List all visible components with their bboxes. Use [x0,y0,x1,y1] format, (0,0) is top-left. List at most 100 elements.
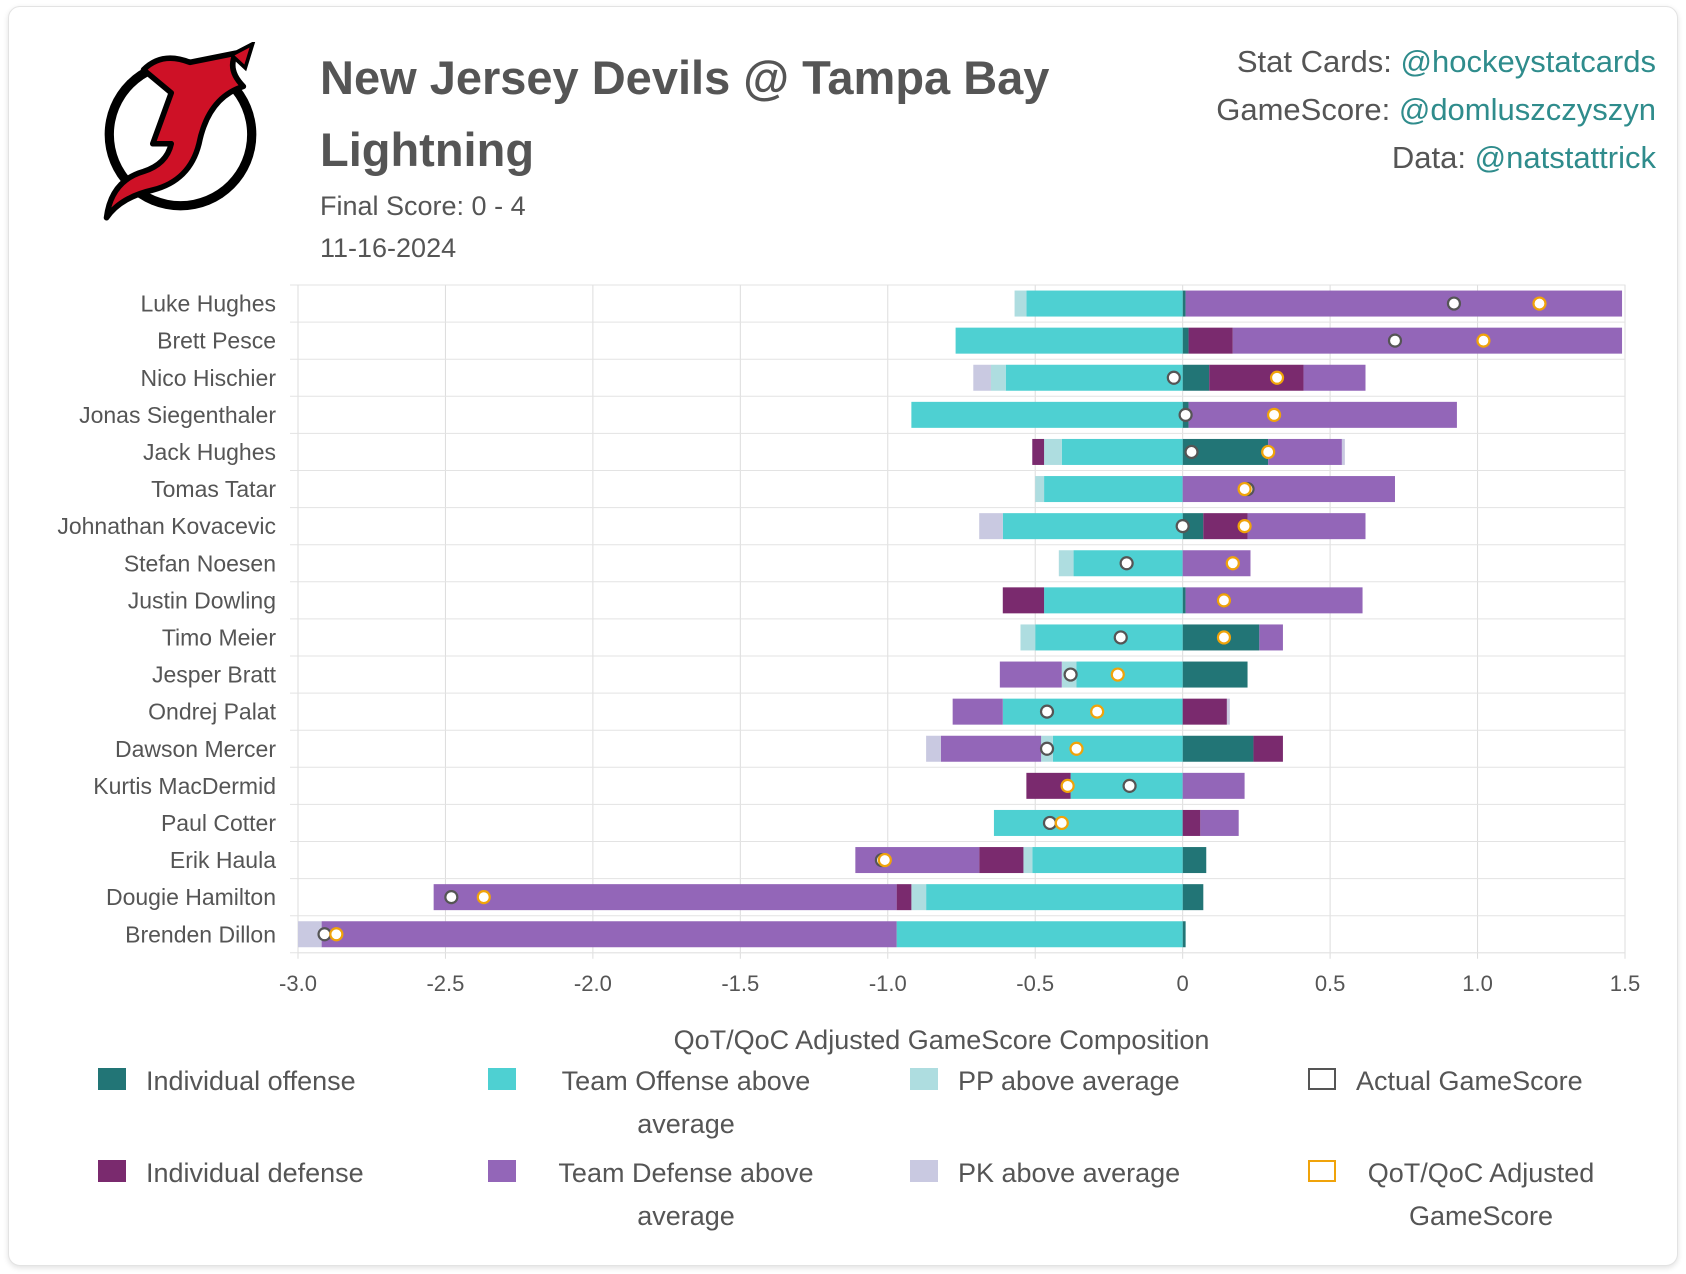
legend-swatch [488,1160,516,1182]
legend-swatch [488,1068,516,1090]
bar-segment [1188,401,1457,428]
adjusted-gamescore-marker [1110,667,1125,682]
chart-legend: Individual offense Team Offense above ave… [0,1060,1686,1260]
bar-segment [1061,438,1183,465]
bar-segment [1341,438,1345,465]
player-label: Jack Hughes [143,439,276,465]
adjusted-gamescore-marker [1266,407,1282,422]
legend-item[interactable]: Individual offense [98,1060,356,1103]
player-label: Justin Dowling [128,587,276,613]
legend-label: Team Defense above average [558,1158,814,1231]
adjusted-gamescore-marker [1054,815,1069,831]
bar-segment [433,884,897,911]
bar-segment [1182,661,1248,688]
legend-label: PK above average [958,1158,1181,1188]
bar-segment [1014,290,1027,317]
bar-segment [855,847,980,874]
bar-segment [926,884,1183,911]
actual-gamescore-marker [1039,704,1055,719]
x-tick-label: 0 [1177,971,1189,996]
bar-segment [1182,364,1210,391]
adjusted-gamescore-marker [1090,704,1105,719]
bar-segment [1002,513,1183,540]
credit-link-gamescore[interactable]: @domluszczyszyn [1398,92,1656,127]
legend-label: Team Offense above average [561,1066,811,1139]
bar-segment [1259,624,1283,651]
actual-gamescore-marker [1119,556,1134,571]
credit-gamescore: GameScore: @domluszczyszyn [1216,92,1656,127]
legend-swatch [98,1160,126,1182]
actual-gamescore-marker [1387,333,1403,348]
credit-link-stat-cards[interactable]: @hockeystatcards [1400,44,1656,79]
player-label: Dougie Hamilton [106,884,276,910]
bar-segment [1182,847,1207,874]
player-label: Nico Hischier [141,365,277,391]
adjusted-gamescore-marker [1237,519,1252,534]
adjusted-gamescore-marker [1261,444,1276,460]
legend-label: PP above average [958,1066,1180,1096]
legend-item[interactable]: Team Offense above average [488,1060,836,1146]
x-axis-title: QoT/QoC Adjusted GameScore Composition [674,1025,1210,1055]
legend-item[interactable]: PK above average [910,1152,1180,1195]
bar-segment [926,735,941,762]
bar-segment [1032,847,1183,874]
actual-gamescore-marker [444,890,459,905]
gamescore-bar-chart: -3.0 -2.5 -2.0 -1.5 -1.0 -0.5 0 0.5 1.0 1.5 Luke H… [57,284,1640,1055]
bar-segment [896,884,912,911]
legend-item[interactable]: Actual GameScore [1308,1060,1583,1103]
adjusted-gamescore-marker [1060,778,1075,793]
bar-segment [1182,884,1204,911]
player-label: Brenden Dillon [125,921,276,947]
final-score: Final Score: 0 - 4 [320,191,526,221]
bar-segment [1182,921,1186,948]
bar-segment [1182,587,1186,614]
bar-segment [1182,698,1227,725]
bar-segment [1253,735,1283,762]
bar-segment [973,364,991,391]
legend-item[interactable]: PP above average [910,1060,1180,1103]
bar-segment [1188,327,1233,354]
x-tick-label: -2.0 [574,971,612,996]
legend-label: Individual defense [146,1158,364,1188]
player-label: Jonas Siegenthaler [79,402,276,428]
actual-gamescore-marker [1184,444,1199,460]
bar-segment [1182,513,1204,540]
bar-segment [1182,476,1395,503]
player-label: Johnathan Kovacevic [57,513,276,539]
x-tick-label: -2.5 [426,971,464,996]
bar-segment [1182,290,1186,317]
credit-data: Data: @natstattrick [1391,140,1656,175]
bar-segment [1185,587,1363,614]
bar-segment [1076,661,1183,688]
player-label: Tomas Tatar [151,476,276,502]
bar-segment [1026,290,1183,317]
x-tick-label: -1.5 [721,971,759,996]
x-tick-label: 0.5 [1315,971,1346,996]
x-tick-label: -3.0 [279,971,317,996]
bar-segment [1035,476,1045,503]
adjusted-gamescore-marker [476,890,491,905]
adjusted-gamescore-marker [1269,370,1285,385]
bar-segment [1058,550,1074,577]
adjusted-gamescore-marker [1476,333,1491,348]
legend-item[interactable]: QoT/QoC Adjusted GameScore [1308,1152,1606,1238]
bar-segment [1044,587,1183,614]
bar-segment [321,921,897,948]
bar-segment [940,735,1042,762]
adjusted-gamescore-marker [1069,741,1084,756]
adjusted-gamescore-marker [1237,481,1252,497]
new-jersey-devils-logo-icon [103,42,257,221]
player-label: Timo Meier [162,624,276,650]
actual-gamescore-marker [1446,296,1462,311]
bar-segment [979,847,1024,874]
page-title: New Jersey Devils @ Tampa Bay Lightning [320,51,1050,176]
bar-segment [999,661,1062,688]
credits: Stat Cards: @hockeystatcards GameScore: … [1216,38,1656,182]
credit-link-data[interactable]: @natstattrick [1474,140,1656,175]
legend-item[interactable]: Team Defense above average [488,1152,836,1238]
bar-segment [1232,327,1623,354]
legend-item[interactable]: Individual defense [98,1152,364,1195]
legend-swatch [910,1068,938,1090]
x-tick-label: -0.5 [1016,971,1054,996]
legend-label: Actual GameScore [1356,1066,1583,1096]
